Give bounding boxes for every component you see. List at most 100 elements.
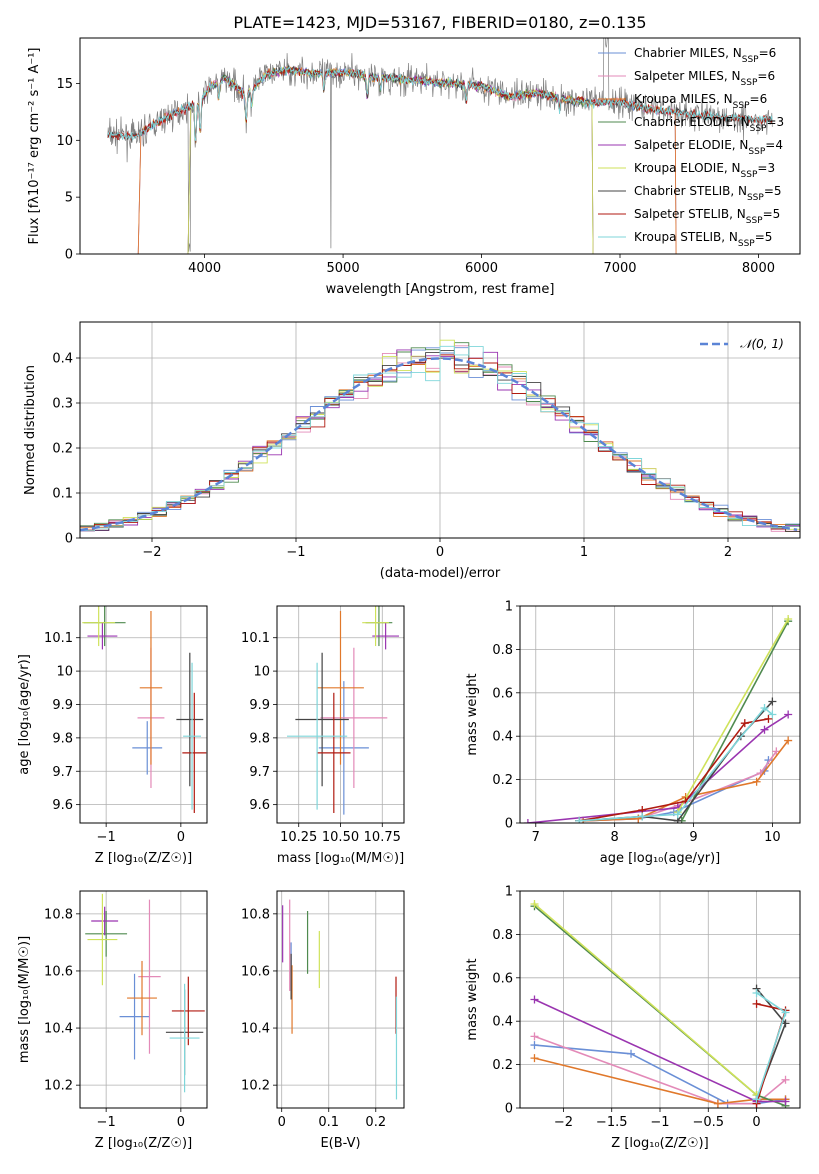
- errorbar-point: [182, 692, 207, 813]
- errorbar-point: [362, 606, 389, 647]
- panel-age-vs-mass: 10.25 10.50 10.75 9.6 9.7 9.8 9.9 10 10.1 mass [l…: [241, 605, 405, 866]
- plot-area: [530, 900, 790, 1108]
- x-tick-label: −1.5: [596, 1115, 628, 1130]
- figure-title: PLATE=1423, MJD=53167, FIBERID=0180, z=0…: [233, 13, 646, 32]
- mass-weight-marker: [752, 999, 761, 1008]
- mass-weight-marker: [575, 816, 584, 823]
- legend-label: Salpeter MILES, NSSP=6: [634, 69, 775, 88]
- y-tick-label: 10.8: [44, 907, 73, 922]
- y-tick-label: 0.2: [492, 1058, 513, 1073]
- y-tick-label: 5: [65, 191, 73, 206]
- mass-weight-marker: [713, 1099, 722, 1108]
- y-tick-label: 0.2: [492, 773, 513, 788]
- axes-frame: [519, 890, 801, 1109]
- x-tick-label: 7: [532, 830, 540, 845]
- y-tick-label: 10.1: [44, 631, 73, 646]
- x-tick-label: −0.5: [692, 1115, 724, 1130]
- legend-label: Chabrier MILES, NSSP=6: [634, 46, 776, 65]
- legend-label: Kroupa STELIB, NSSP=5: [634, 230, 772, 249]
- x-tick-label: 1: [580, 545, 588, 560]
- y-tick-label: 10.2: [241, 1079, 270, 1094]
- x-tick-label: −1: [650, 1115, 669, 1130]
- y-tick-label: 9.6: [52, 798, 73, 813]
- axes-frame: [79, 37, 801, 255]
- y-tick-label: 0.2: [52, 442, 73, 457]
- mass-weight-marker: [673, 810, 682, 819]
- mass-weight-marker: [752, 1095, 761, 1104]
- plot-area: [287, 606, 399, 815]
- legend-label: Chabrier STELIB, NSSP=5: [634, 184, 782, 203]
- model-spectrum-line: [107, 66, 773, 142]
- legend-label: Kroupa MILES, NSSP=6: [634, 92, 767, 111]
- plot-area: [107, 38, 773, 254]
- y-tick-label: 10.1: [241, 631, 270, 646]
- x-axis-label: (data-model)/error: [380, 566, 501, 581]
- mass-weight-marker: [530, 900, 539, 909]
- mass-weight-line: [583, 750, 777, 822]
- y-tick-label: 9.7: [52, 765, 73, 780]
- y-tick-label: 10: [56, 134, 73, 149]
- plot-area: [80, 339, 800, 533]
- mass-weight-marker: [760, 703, 769, 712]
- x-tick-label: −1: [97, 830, 116, 845]
- y-tick-label: 9.9: [249, 698, 270, 713]
- errorbar-point: [82, 606, 116, 647]
- y-tick-label: 1: [505, 600, 513, 615]
- x-tick-label: 10: [764, 830, 781, 845]
- mass-weight-marker: [627, 1049, 636, 1058]
- y-tick-label: 10.4: [241, 1022, 270, 1037]
- legend-label: Kroupa ELODIE, NSSP=3: [634, 161, 775, 180]
- x-tick-label: 8: [611, 830, 619, 845]
- x-tick-label: 0.2: [365, 1115, 386, 1130]
- panel-residuals: −2 −1 0 1 2 0 0.1 0.2 0.3 0.4 (data-model)/error No…: [23, 321, 801, 581]
- mass-weight-marker: [784, 736, 793, 745]
- y-tick-label: 10: [253, 665, 270, 680]
- errorbar-point: [318, 681, 369, 815]
- y-tick-label: 0: [505, 817, 513, 832]
- x-axis-label: wavelength [Angstrom, rest frame]: [326, 282, 555, 297]
- axes-frame: [519, 605, 801, 824]
- errorbar-point: [320, 647, 388, 788]
- x-tick-label: 10.75: [364, 830, 401, 845]
- x-tick-label: 0: [177, 1115, 185, 1130]
- y-tick-label: 15: [56, 77, 73, 92]
- x-tick-label: 5000: [327, 261, 360, 276]
- histogram-steps: [80, 345, 800, 532]
- y-tick-label: 10: [56, 665, 73, 680]
- x-tick-label: 6000: [465, 261, 498, 276]
- legend-label: Salpeter STELIB, NSSP=5: [634, 207, 780, 226]
- errorbar-point: [132, 721, 163, 775]
- mass-weight-line: [534, 1035, 787, 1105]
- x-tick-label: 7000: [603, 261, 636, 276]
- y-tick-label: 0.1: [52, 487, 73, 502]
- mass-weight-marker: [764, 714, 773, 723]
- mass-weight-line: [527, 713, 789, 823]
- y-axis-label: mass weight: [465, 958, 480, 1040]
- y-tick-label: 10.6: [44, 964, 73, 979]
- normal-curve: [80, 357, 798, 532]
- y-tick-label: 9.6: [249, 798, 270, 813]
- errorbar-point: [171, 976, 205, 1046]
- y-tick-label: 0.6: [492, 686, 513, 701]
- errorbar-point: [287, 662, 348, 810]
- mass-weight-marker: [523, 819, 532, 823]
- y-tick-label: 9.7: [249, 765, 270, 780]
- errorbar-point: [91, 906, 119, 936]
- errorbar-point: [87, 622, 118, 650]
- mass-weight-line: [677, 618, 789, 813]
- legend-label: 𝒩(0, 1): [740, 337, 784, 351]
- mass-weight-marker: [781, 1008, 790, 1017]
- errorbar-point: [127, 960, 157, 1036]
- mass-weight-marker: [784, 615, 793, 624]
- mass-weight-marker: [768, 697, 777, 706]
- mass-weight-marker: [530, 995, 539, 1004]
- mass-weight-marker: [638, 812, 647, 821]
- mass-weight-line: [583, 740, 789, 822]
- y-tick-label: 9.8: [249, 731, 270, 746]
- mass-weight-marker: [760, 725, 769, 734]
- mass-weight-marker: [740, 719, 749, 728]
- x-tick-label: −2: [554, 1115, 573, 1130]
- panel-mass-vs-EBV: 0 0.1 0.2 10.2 10.4 10.6 10.8 E(B-V): [241, 890, 405, 1151]
- x-tick-label: 10.25: [280, 830, 317, 845]
- axes-frame: [79, 321, 801, 539]
